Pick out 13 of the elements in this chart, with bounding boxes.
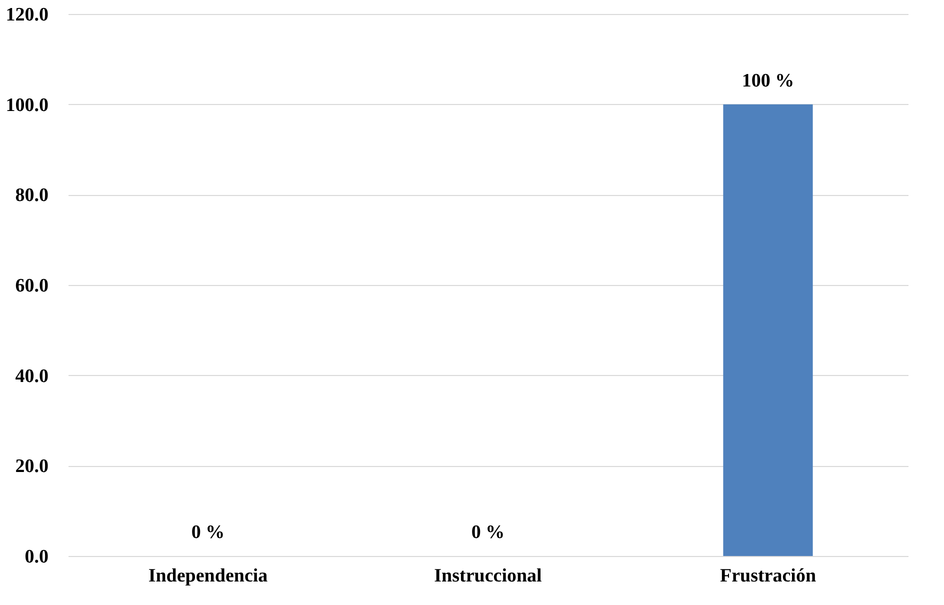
y-tick-label: 80.0 — [15, 185, 48, 206]
y-tick-label: 40.0 — [15, 366, 48, 387]
data-label: 0 % — [191, 522, 225, 543]
x-tick-label: Frustración — [720, 566, 816, 586]
y-tick-label: 100.0 — [6, 94, 48, 116]
y-tick-label: 60.0 — [15, 276, 48, 296]
x-tick-label: Instruccional — [434, 566, 542, 586]
data-label: 100 % — [742, 70, 794, 92]
y-tick-label: 0.0 — [24, 546, 48, 568]
y-tick-label: 120.0 — [6, 4, 48, 26]
y-tick-label: 20.0 — [15, 456, 48, 478]
x-tick-label: Independencia — [148, 566, 268, 586]
data-label: 0 % — [471, 522, 505, 543]
